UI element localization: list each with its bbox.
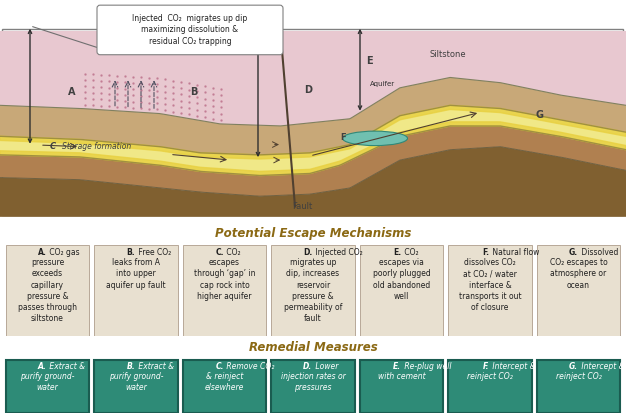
Text: Injected CO₂: Injected CO₂ [313, 249, 362, 257]
Text: Siltstone: Siltstone [430, 50, 466, 59]
Text: Extract &: Extract & [136, 362, 174, 372]
Text: E.: E. [393, 362, 401, 372]
FancyBboxPatch shape [271, 245, 355, 336]
Text: D: D [304, 85, 312, 95]
Text: Lower: Lower [313, 362, 339, 372]
Text: CO₂: CO₂ [225, 249, 241, 257]
Polygon shape [0, 126, 626, 196]
Ellipse shape [342, 131, 408, 146]
Text: A.: A. [38, 362, 47, 372]
FancyBboxPatch shape [97, 5, 283, 55]
Text: Re-plug well: Re-plug well [401, 362, 451, 372]
Text: CO₂ escapes to
atmosphere or
ocean: CO₂ escapes to atmosphere or ocean [550, 259, 607, 289]
Text: C: C [50, 142, 56, 151]
Text: F: F [340, 133, 346, 143]
Text: A: A [68, 87, 76, 97]
FancyBboxPatch shape [183, 245, 266, 336]
Polygon shape [0, 78, 626, 155]
Text: Free CO₂: Free CO₂ [136, 249, 171, 257]
Text: F.: F. [483, 249, 490, 257]
Text: escapes
through ‘gap’ in
cap rock into
higher aquifer: escapes through ‘gap’ in cap rock into h… [193, 259, 255, 301]
Text: Remedial Measures: Remedial Measures [249, 341, 377, 354]
Text: B: B [190, 87, 197, 97]
Text: G.: G. [569, 362, 578, 372]
FancyBboxPatch shape [448, 245, 532, 336]
Text: migrates up
dip, increases
reservoir
pressure &
permeability of
fault: migrates up dip, increases reservoir pre… [284, 259, 342, 323]
Text: Dissolved: Dissolved [578, 249, 618, 257]
FancyBboxPatch shape [183, 360, 266, 413]
Polygon shape [0, 106, 626, 176]
FancyBboxPatch shape [94, 360, 178, 413]
Text: Natural flow: Natural flow [490, 249, 540, 257]
Text: B.: B. [126, 362, 135, 372]
Text: dissolves CO₂
at CO₂ / water
interface &
transports it out
of closure: dissolves CO₂ at CO₂ / water interface &… [459, 259, 521, 312]
Text: purify ground-
water: purify ground- water [109, 372, 163, 392]
Text: Aquifer: Aquifer [370, 81, 395, 87]
Text: C.: C. [215, 249, 224, 257]
Text: F.: F. [483, 362, 490, 372]
FancyBboxPatch shape [271, 360, 355, 413]
Text: reinject CO₂: reinject CO₂ [556, 372, 602, 381]
Text: G: G [535, 110, 543, 120]
Text: A.: A. [38, 249, 47, 257]
FancyBboxPatch shape [6, 245, 89, 336]
Text: purify ground-
water: purify ground- water [20, 372, 74, 392]
Text: Storage formation: Storage formation [62, 142, 131, 151]
FancyBboxPatch shape [448, 360, 532, 413]
Text: & reinject
elsewhere: & reinject elsewhere [205, 372, 244, 392]
Text: Potential Escape Mechanisms: Potential Escape Mechanisms [215, 227, 411, 240]
FancyBboxPatch shape [360, 360, 443, 413]
Polygon shape [0, 147, 626, 217]
Text: G.: G. [569, 249, 578, 257]
FancyBboxPatch shape [6, 360, 89, 413]
Text: Remove CO₂: Remove CO₂ [225, 362, 275, 372]
Text: reinject CO₂: reinject CO₂ [467, 372, 513, 381]
Text: Fault: Fault [292, 201, 312, 211]
Text: CO₂ gas: CO₂ gas [48, 249, 80, 257]
Text: pressure
exceeds
capillary
pressure &
passes through
siltstone: pressure exceeds capillary pressure & pa… [18, 259, 77, 323]
Text: D.: D. [303, 249, 312, 257]
FancyBboxPatch shape [94, 245, 178, 336]
Text: Intercept &: Intercept & [490, 362, 536, 372]
Text: D.: D. [303, 362, 312, 372]
Polygon shape [0, 31, 626, 126]
Text: injection rates or
pressures: injection rates or pressures [280, 372, 346, 392]
Text: Injected  CO₂  migrates up dip
maximizing dissolution &
residual CO₂ trapping: Injected CO₂ migrates up dip maximizing … [132, 14, 248, 46]
Text: leaks from A
into upper
aquifer up fault: leaks from A into upper aquifer up fault [106, 259, 166, 289]
Text: E: E [366, 56, 372, 66]
FancyBboxPatch shape [537, 245, 620, 336]
Text: with cement: with cement [377, 372, 425, 381]
Text: Intercept &: Intercept & [578, 362, 624, 372]
Text: E.: E. [393, 249, 401, 257]
Text: escapes via
poorly plugged
old abandoned
well: escapes via poorly plugged old abandoned… [372, 259, 431, 301]
FancyBboxPatch shape [360, 245, 443, 336]
FancyBboxPatch shape [2, 29, 623, 215]
FancyBboxPatch shape [537, 360, 620, 413]
Text: B.: B. [126, 249, 135, 257]
Text: Extract &: Extract & [48, 362, 86, 372]
Text: C.: C. [215, 362, 224, 372]
Text: CO₂: CO₂ [401, 249, 418, 257]
